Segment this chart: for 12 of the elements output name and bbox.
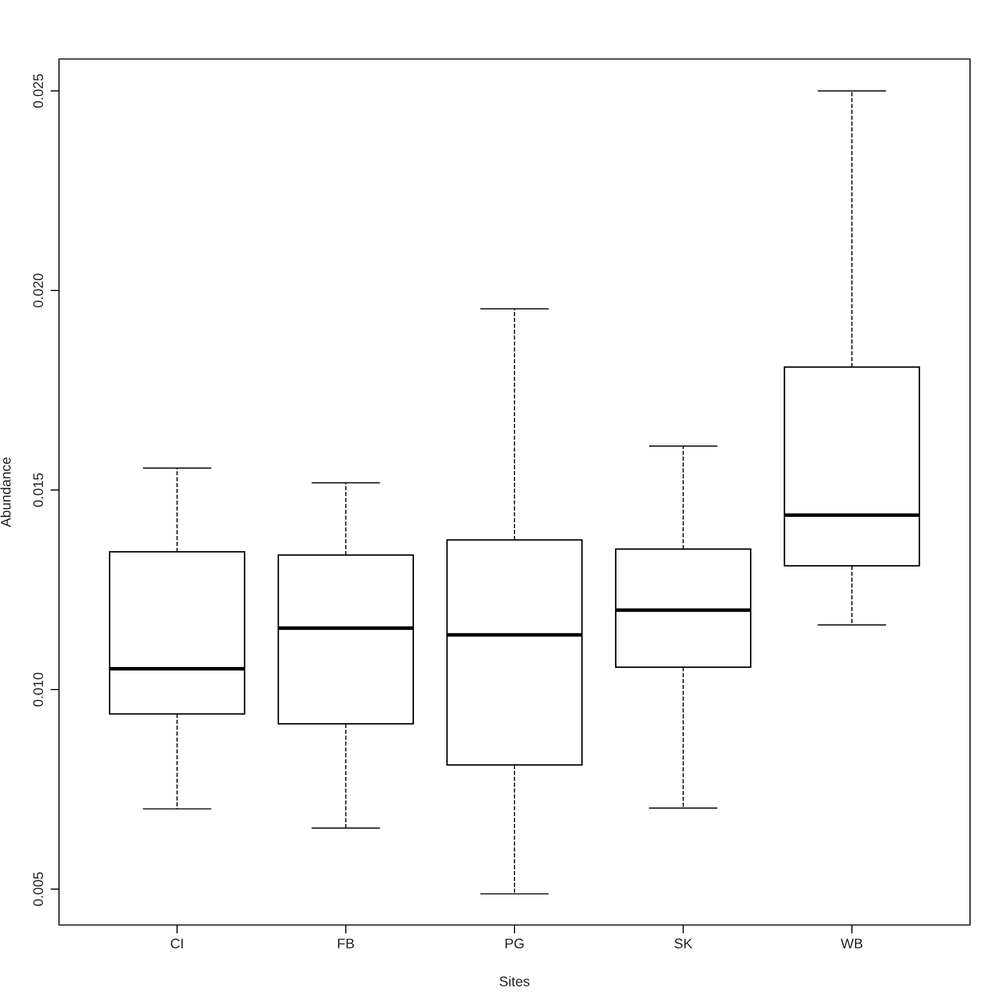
x-tick-label: SK — [674, 938, 692, 948]
x-tick-label: FB — [338, 938, 354, 948]
y-axis-title: Abundance — [0, 457, 11, 528]
x-tick-label: WB — [840, 938, 862, 948]
y-tick-label: 0.015 — [33, 473, 44, 507]
x-tick-label: CI — [170, 938, 183, 948]
x-axis-title: Sites — [500, 976, 530, 986]
y-tick-label: 0.020 — [33, 274, 44, 308]
y-tick-label: 0.005 — [33, 872, 44, 906]
x-tick-label: PG — [506, 938, 524, 948]
y-tick-label: 0.025 — [33, 74, 44, 108]
y-tick-label: 0.010 — [33, 672, 44, 706]
